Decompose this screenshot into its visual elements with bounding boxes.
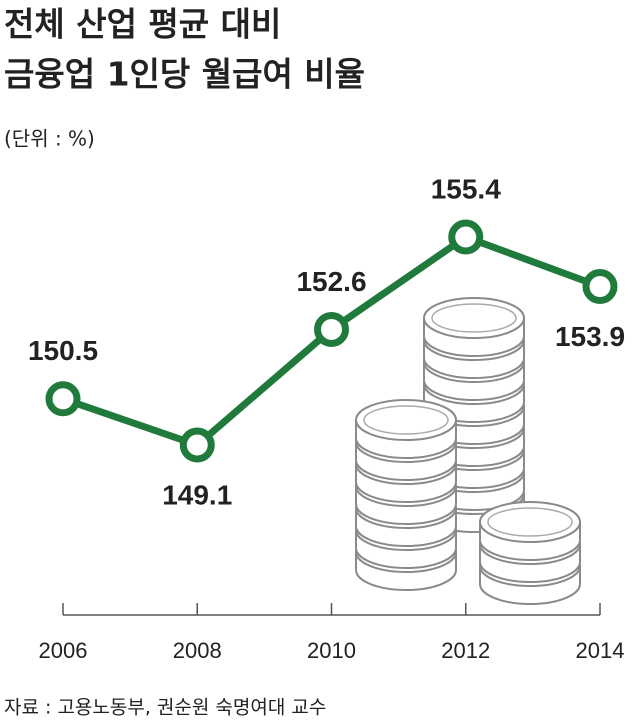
coin-illustration <box>355 297 581 605</box>
coin-rim <box>363 405 449 435</box>
x-tick-label: 2006 <box>39 638 88 663</box>
coin-rim <box>431 303 517 333</box>
x-tick-label: 2010 <box>307 638 356 663</box>
source: 자료 : 고용노동부, 권순원 숙명여대 교수 <box>4 697 326 719</box>
value-label: 149.1 <box>162 479 232 510</box>
marker <box>45 381 81 417</box>
marker <box>179 427 215 463</box>
chart-title: 전체 산업 평균 대비 <box>4 5 281 44</box>
value-label: 153.9 <box>555 321 625 352</box>
value-label: 150.5 <box>28 335 98 366</box>
value-label: 152.6 <box>296 266 366 297</box>
coin-rim <box>487 507 573 537</box>
marker <box>582 269 618 305</box>
value-label: 155.4 <box>431 173 501 204</box>
unit-label: (단위 : %) <box>4 127 95 151</box>
x-tick-label: 2014 <box>576 638 625 663</box>
marker <box>314 311 349 347</box>
chart-title: 금융업 1인당 월급여 비율 <box>4 55 365 94</box>
x-tick-label: 2012 <box>441 638 490 663</box>
coin-top <box>479 501 581 543</box>
marker <box>448 219 484 255</box>
coin-top <box>355 399 457 441</box>
x-tick-label: 2008 <box>173 638 222 663</box>
coin-top <box>423 297 525 339</box>
